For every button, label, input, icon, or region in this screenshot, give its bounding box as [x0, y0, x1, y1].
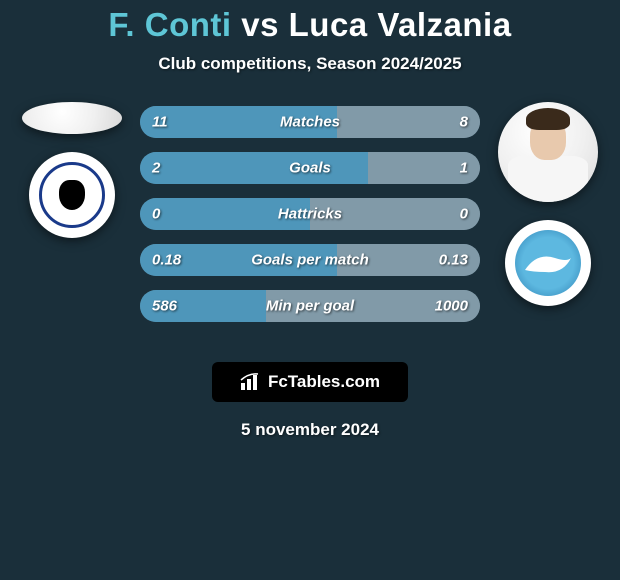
- stat-label: Matches: [280, 114, 340, 131]
- title: F. Conti vs Luca Valzania: [108, 6, 511, 44]
- stat-label: Min per goal: [266, 298, 354, 315]
- stat-label: Goals: [289, 160, 331, 177]
- stat-row: 586 1000 Min per goal: [140, 290, 480, 322]
- stat-value-right: 1: [460, 160, 468, 177]
- stat-label: Goals per match: [251, 252, 369, 269]
- stat-value-right: 0: [460, 206, 468, 223]
- player-2-club-crest: [505, 220, 591, 306]
- stat-value-right: 0.13: [439, 252, 468, 269]
- stat-value-left: 2: [152, 160, 160, 177]
- branding-text: FcTables.com: [268, 372, 380, 392]
- stats-list: 11 8 Matches 2 1 Goals 0 0 Hattricks 0.18 0.13 Goal…: [140, 106, 480, 322]
- title-player-2: Luca Valzania: [289, 6, 512, 43]
- comparison-card: F. Conti vs Luca Valzania Club competiti…: [0, 0, 620, 580]
- stat-value-left: 586: [152, 298, 177, 315]
- stat-value-right: 8: [460, 114, 468, 131]
- stat-value-right: 1000: [435, 298, 468, 315]
- sestri-levante-crest-icon: [39, 162, 105, 228]
- pescara-crest-icon: [515, 230, 581, 296]
- stat-value-left: 11: [152, 114, 168, 131]
- stat-fill-right: [337, 106, 480, 138]
- stat-row: 2 1 Goals: [140, 152, 480, 184]
- title-vs: vs: [241, 6, 279, 43]
- player-2-photo: [498, 102, 598, 202]
- title-player-1: F. Conti: [108, 6, 231, 43]
- branding-badge: FcTables.com: [212, 362, 408, 402]
- stat-value-left: 0: [152, 206, 160, 223]
- player-1-photo: [22, 102, 122, 134]
- date-label: 5 november 2024: [241, 420, 379, 440]
- stat-row: 0.18 0.13 Goals per match: [140, 244, 480, 276]
- stat-row: 11 8 Matches: [140, 106, 480, 138]
- player-1-club-crest: [29, 152, 115, 238]
- stat-row: 0 0 Hattricks: [140, 198, 480, 230]
- player-silhouette-icon: [498, 102, 598, 202]
- stat-label: Hattricks: [278, 206, 342, 223]
- left-column: [22, 102, 122, 238]
- subtitle: Club competitions, Season 2024/2025: [158, 54, 461, 74]
- comparison-body: 11 8 Matches 2 1 Goals 0 0 Hattricks 0.18 0.13 Goal…: [0, 102, 620, 322]
- right-column: [498, 102, 598, 306]
- stat-fill-left: [140, 152, 368, 184]
- bars-chart-icon: [240, 373, 260, 391]
- stat-value-left: 0.18: [152, 252, 181, 269]
